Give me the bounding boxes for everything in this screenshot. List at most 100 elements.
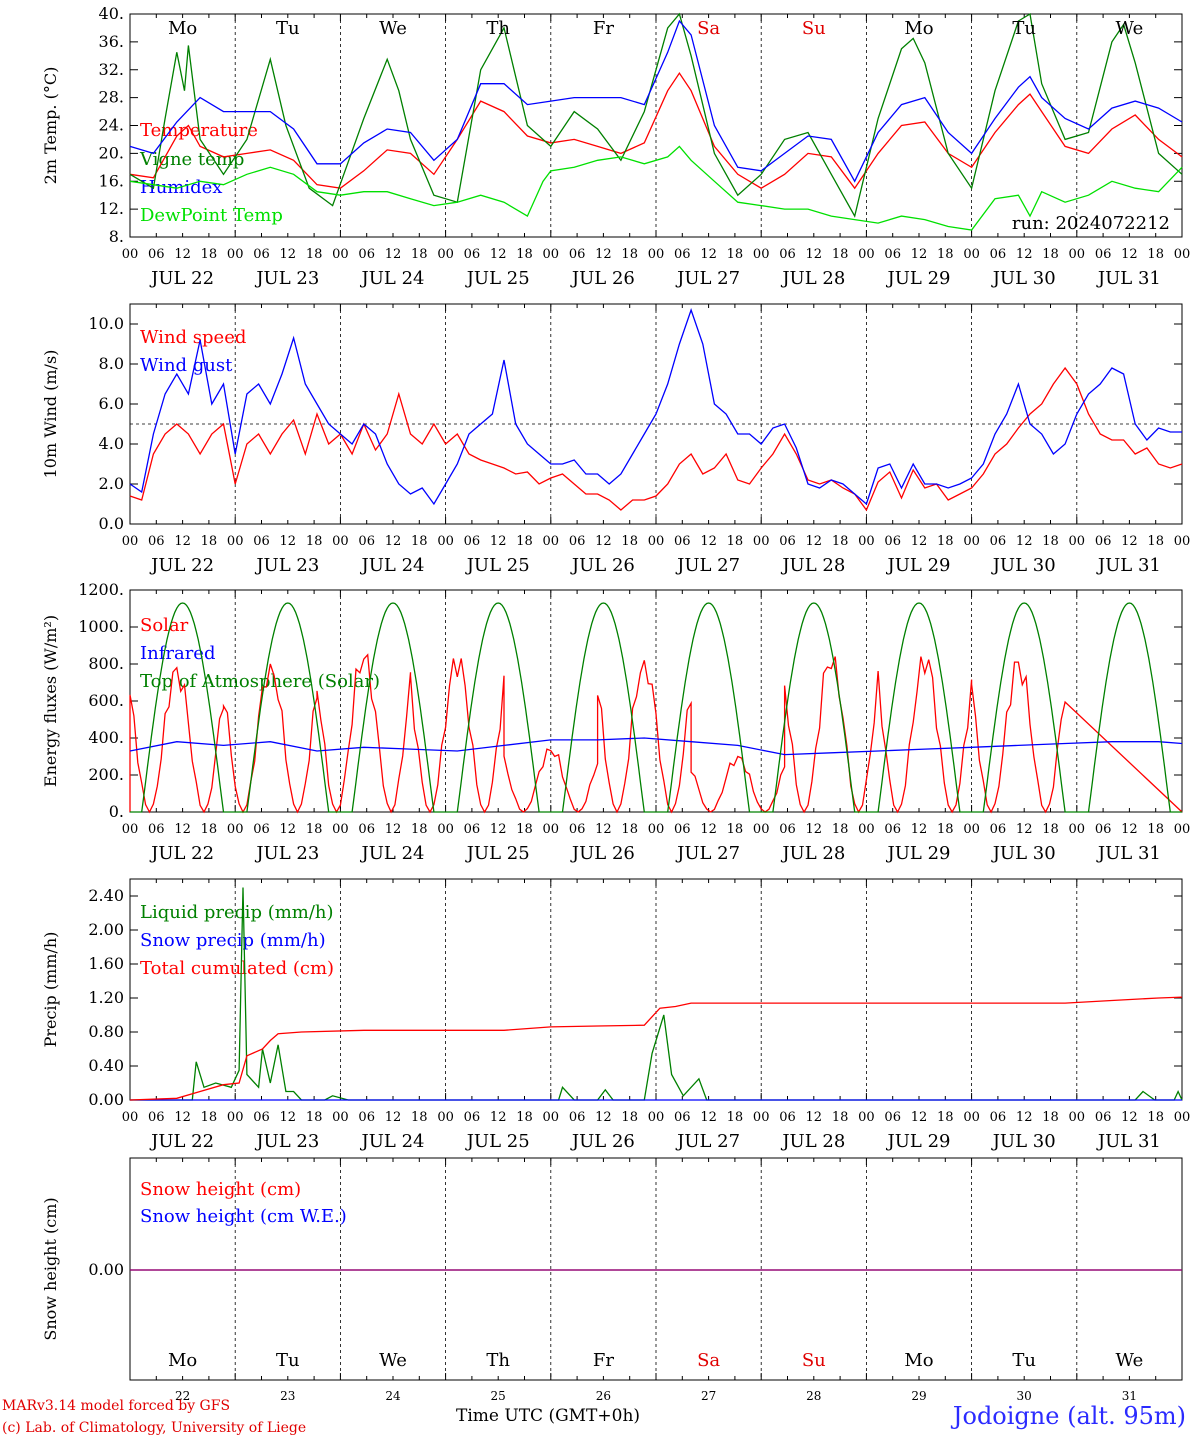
date-label: JUL 24 xyxy=(360,555,425,576)
y-tick-label: 8. xyxy=(109,227,124,246)
hour-tick-label: 12 xyxy=(385,1110,402,1125)
hour-tick-label: 18 xyxy=(832,247,849,262)
date-label: JUL 22 xyxy=(149,843,214,864)
y-tick-label: 600. xyxy=(88,691,124,710)
hour-tick-label: 18 xyxy=(621,247,638,262)
hour-tick-label: 06 xyxy=(1095,1110,1112,1125)
hour-tick-label: 00 xyxy=(227,247,244,262)
hour-tick-label: 12 xyxy=(700,1110,717,1125)
hour-tick-label: 18 xyxy=(727,534,744,549)
weekday-label: Fr xyxy=(593,1350,614,1371)
weekday-label: Th xyxy=(486,1350,510,1371)
date-label: JUL 24 xyxy=(360,268,425,289)
weekday-label: We xyxy=(379,1350,407,1371)
hour-tick-label: 06 xyxy=(884,247,901,262)
hour-tick-label: 06 xyxy=(464,1110,481,1125)
date-label: JUL 31 xyxy=(1096,843,1161,864)
hour-tick-label: 12 xyxy=(1121,534,1138,549)
y-tick-label: 40. xyxy=(99,4,124,23)
hour-tick-label: 12 xyxy=(1121,247,1138,262)
date-label: JUL 30 xyxy=(991,555,1056,576)
hour-tick-label: 06 xyxy=(990,822,1007,837)
y-tick-label: 4.0 xyxy=(99,434,124,453)
hour-tick-label: 12 xyxy=(911,1110,928,1125)
hour-tick-label: 18 xyxy=(1042,1110,1059,1125)
y-tick-label: 24. xyxy=(99,116,124,135)
hour-tick-label: 18 xyxy=(306,1110,323,1125)
hour-tick-label: 12 xyxy=(700,822,717,837)
hour-tick-label: 00 xyxy=(122,1110,139,1125)
hour-tick-label: 18 xyxy=(411,822,428,837)
hour-tick-label: 12 xyxy=(700,534,717,549)
series-line-top-of-atmosphere-solar- xyxy=(130,602,1182,813)
series-line-wind-speed xyxy=(129,366,1183,512)
y-tick-label: 1.20 xyxy=(88,988,124,1007)
hour-tick-label: 00 xyxy=(437,1110,454,1125)
hour-tick-label: 12 xyxy=(280,1110,297,1125)
hour-tick-label: 00 xyxy=(227,822,244,837)
hour-tick-label: 00 xyxy=(1174,247,1191,262)
y-axis-label: Energy fluxes (W/m²) xyxy=(41,615,60,787)
hour-tick-label: 18 xyxy=(516,247,533,262)
hour-tick-label: 18 xyxy=(306,534,323,549)
weekday-label: We xyxy=(1116,1350,1144,1371)
weekday-label: Sa xyxy=(697,1350,720,1371)
hour-tick-label: 12 xyxy=(1016,247,1033,262)
legend-total-cumulated-cm-: Total cumulated (cm) xyxy=(140,958,334,979)
hour-tick-label: 00 xyxy=(648,534,665,549)
hour-tick-label: 00 xyxy=(437,247,454,262)
date-label: JUL 23 xyxy=(254,268,319,289)
hour-tick-label: 06 xyxy=(884,1110,901,1125)
run-label: run: 2024072212 xyxy=(1012,213,1170,234)
hour-tick-label: 18 xyxy=(1042,822,1059,837)
date-label: JUL 30 xyxy=(991,1131,1056,1152)
series-line-total-cumulated-cm- xyxy=(129,996,1183,1101)
hour-tick-label: 18 xyxy=(1042,247,1059,262)
y-tick-label: 1200. xyxy=(78,580,124,599)
hour-tick-label: 00 xyxy=(858,247,875,262)
legend-wind-gust: Wind gust xyxy=(140,355,233,376)
legend-snow-precip-mm-h-: Snow precip (mm/h) xyxy=(140,930,326,951)
hour-tick-label: 18 xyxy=(201,822,218,837)
hour-tick-label: 18 xyxy=(937,534,954,549)
hour-tick-label: 12 xyxy=(174,534,191,549)
date-label: JUL 29 xyxy=(886,1131,951,1152)
hour-tick-label: 00 xyxy=(753,1110,770,1125)
date-label: JUL 27 xyxy=(675,843,740,864)
hour-tick-label: 12 xyxy=(595,247,612,262)
weekday-label: Tu xyxy=(276,18,300,39)
date-label: JUL 24 xyxy=(360,843,425,864)
hour-tick-label: 06 xyxy=(779,534,796,549)
hour-tick-label: 12 xyxy=(490,1110,507,1125)
hour-tick-label: 00 xyxy=(963,534,980,549)
y-tick-label: 8.0 xyxy=(99,354,124,373)
day-number-label: 24 xyxy=(385,1389,401,1403)
hour-tick-label: 06 xyxy=(884,534,901,549)
hour-tick-label: 06 xyxy=(148,822,165,837)
hour-tick-label: 12 xyxy=(1016,534,1033,549)
date-label: JUL 22 xyxy=(149,555,214,576)
hour-tick-label: 06 xyxy=(779,247,796,262)
hour-tick-label: 12 xyxy=(280,534,297,549)
hour-tick-label: 18 xyxy=(832,1110,849,1125)
hour-tick-label: 18 xyxy=(727,247,744,262)
hour-tick-label: 18 xyxy=(937,1110,954,1125)
date-label: JUL 24 xyxy=(360,1131,425,1152)
hour-tick-label: 00 xyxy=(858,534,875,549)
hour-tick-label: 06 xyxy=(779,822,796,837)
hour-tick-label: 00 xyxy=(753,822,770,837)
date-label: JUL 31 xyxy=(1096,555,1161,576)
hour-tick-label: 12 xyxy=(1121,1110,1138,1125)
hour-tick-label: 00 xyxy=(753,534,770,549)
y-tick-label: 10.0 xyxy=(88,314,124,333)
hour-tick-label: 06 xyxy=(674,1110,691,1125)
hour-tick-label: 12 xyxy=(806,822,823,837)
hour-tick-label: 18 xyxy=(832,822,849,837)
hour-tick-label: 00 xyxy=(122,822,139,837)
hour-tick-label: 00 xyxy=(543,247,560,262)
y-tick-label: 2.40 xyxy=(88,886,124,905)
hour-tick-label: 00 xyxy=(332,534,349,549)
hour-tick-label: 06 xyxy=(1095,247,1112,262)
legend-liquid-precip-mm-h-: Liquid precip (mm/h) xyxy=(140,902,334,923)
y-tick-label: 0.00 xyxy=(88,1260,124,1279)
